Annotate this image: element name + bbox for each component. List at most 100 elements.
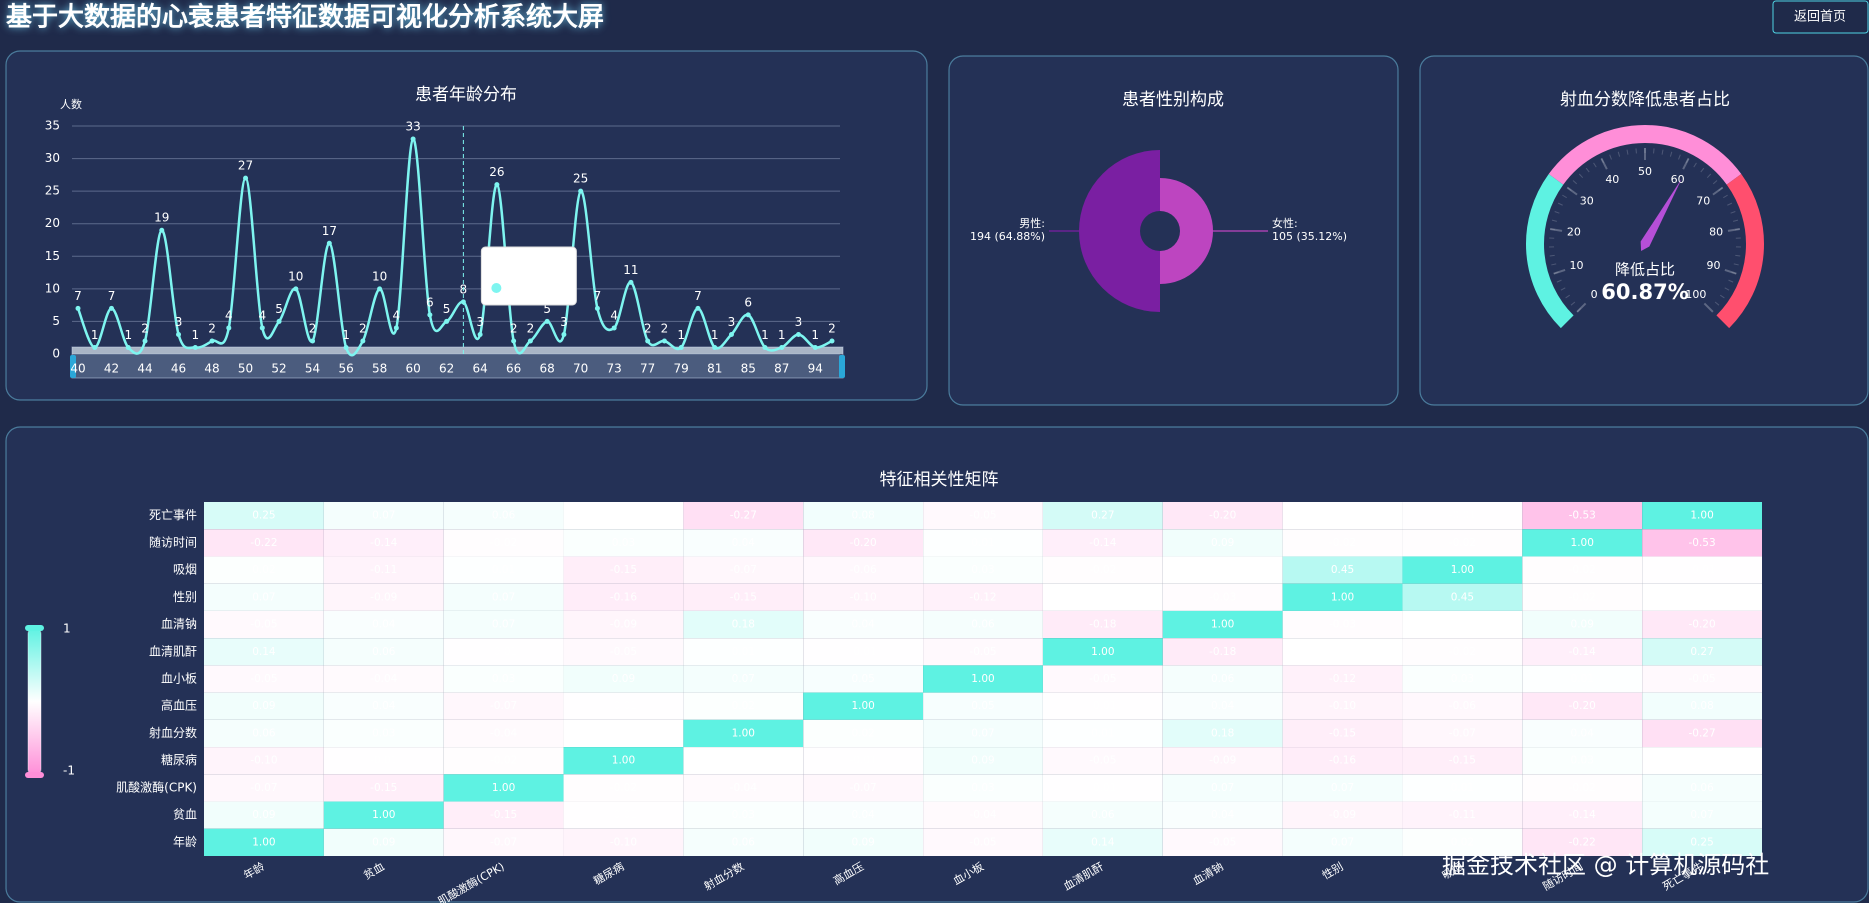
back-button-label[interactable]: 返回首页 [1794,10,1846,25]
cell-label: -0.01 [1089,782,1116,794]
gauge-minor-tick [1733,263,1739,266]
x-tick-label: 73 [607,362,622,376]
gauge-minor-tick [1733,219,1739,222]
cell-label: 0.05 [851,673,874,685]
heatmap-cell [923,556,1043,584]
back-button[interactable] [1772,0,1869,34]
x-tick-label: 42 [104,362,119,376]
cell-label: -0.10 [1329,700,1356,712]
heatmap-cell [323,665,444,693]
cell-label: -0.15 [370,782,397,794]
x-tick-label: 44 [137,362,152,376]
x-tick-label: 77 [640,362,655,376]
y-category-label: 吸烟 [173,563,197,577]
heatmap-cell [923,774,1043,802]
cell-label: -0.01 [850,646,877,658]
heatmap-cell [1402,610,1523,639]
data-point [276,318,282,324]
data-label: 2 [527,321,535,335]
y-tick-label: 10 [45,281,60,295]
cell-label: -0.05 [250,673,277,685]
gauge-tick-label: 30 [1580,195,1594,208]
visual-map-handle [25,625,44,631]
gauge-tick-label: 100 [1685,288,1706,301]
heatmap-cell [1522,774,1643,802]
cell-label: -0.27 [1688,727,1715,739]
cell-label: 0.09 [1211,537,1234,549]
heatmap-cell [803,502,924,530]
heatmap-cell [923,719,1043,748]
cell-label: -0.02 [1569,782,1596,794]
cell-label: -0.05 [1688,673,1715,685]
cell-label: -0.12 [1329,673,1356,685]
cell-label: -0.05 [969,646,996,658]
data-label: 7 [74,289,82,303]
heatmap-cell [1642,610,1762,639]
heatmap-cell [323,583,444,611]
cell-label: -0.10 [250,755,277,767]
heatmap-cell [563,719,684,748]
cell-label: 0.01 [971,537,994,549]
cell-label: -0.20 [1688,619,1715,631]
heatmap-cell [683,556,804,584]
heatmap-cell [563,774,684,802]
cell-label: 0.02 [252,564,275,576]
heatmap-cell [443,665,564,693]
data-point [427,312,433,318]
data-label: 2 [661,321,669,335]
cell-label: -0.15 [730,591,757,603]
cell-label: -0.07 [490,700,517,712]
cell-label: 1.00 [971,673,994,685]
cell-label: 0.02 [1451,836,1474,848]
heatmap-cell [1402,638,1523,666]
heatmap-cell [443,828,564,856]
cell-label: 0.06 [1211,673,1235,685]
data-point [728,331,734,337]
cell-label: -0.09 [1329,809,1356,821]
gauge-minor-tick [1556,279,1562,283]
cell-label: 0.00 [1331,646,1354,658]
heatmap-cell [323,747,444,775]
heatmap-cell [443,638,564,666]
x-tick-label: 56 [338,362,353,376]
cell-label: 0.08 [851,510,874,522]
cell-label: 0.03 [1571,755,1594,767]
gauge-tick-label: 0 [1591,288,1598,301]
gauge-minor-tick [1661,149,1664,155]
page-title: 基于大数据的心衰患者特征数据可视化分析系统大屏 [6,2,604,33]
heatmap-cell [923,583,1043,611]
heatmap-cell [323,610,444,639]
data-label: 19 [154,211,169,225]
chart-title: 特征相关性矩阵 [880,470,999,490]
cell-label: -0.09 [1209,755,1236,767]
data-point [159,227,165,233]
slice-label: 女性: [1272,216,1298,230]
heatmap-cell [803,719,924,748]
gauge-tick [1727,227,1740,232]
data-label: 25 [573,172,588,186]
cell-label: -0.15 [1329,727,1356,739]
x-tick-label: 48 [204,362,219,376]
heatmap-cell [204,828,324,856]
data-point [209,338,215,344]
data-point [192,344,198,350]
data-label: 3 [560,315,568,329]
data-label: 1 [811,328,819,342]
heatmap-cell [1042,556,1163,584]
data-point [75,305,81,311]
cell-label: 0.00 [1451,619,1474,631]
heatmap-cell [443,692,564,720]
heatmap-cell [1162,774,1283,802]
data-label: 4 [258,308,266,322]
y-category-label: 血小板 [161,672,197,686]
heatmap-cell [1042,665,1163,693]
heatmap-cell [1642,801,1762,829]
heatmap-cell [563,801,684,829]
heatmap-cell [1642,828,1762,856]
cell-label: 0.07 [372,510,395,522]
cell-label: -0.07 [490,836,517,848]
cell-label: -0.53 [1688,537,1715,549]
gauge-minor-tick [1734,228,1740,231]
data-label: 2 [828,321,836,335]
